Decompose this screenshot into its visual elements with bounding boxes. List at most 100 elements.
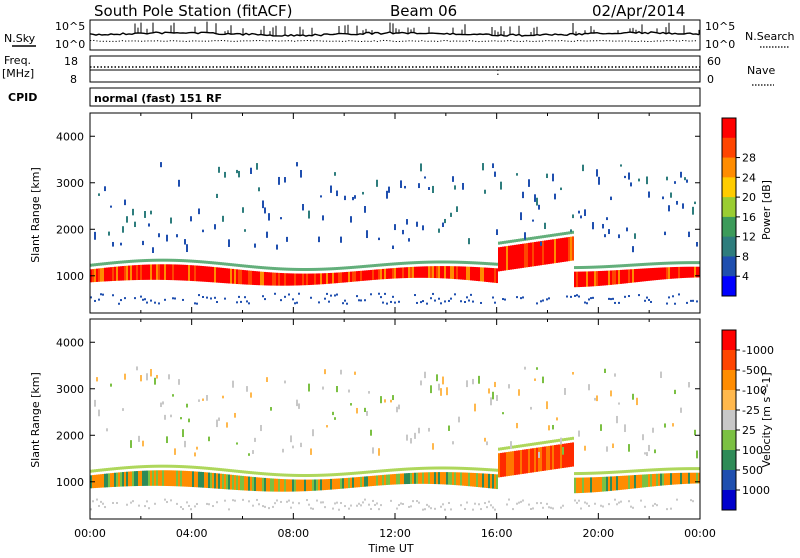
range-cell <box>420 266 422 278</box>
range-cell <box>192 465 194 469</box>
range-cell <box>416 467 418 471</box>
range-cell <box>624 475 626 490</box>
range-cell <box>488 388 490 394</box>
range-cell <box>624 269 626 284</box>
range-cell <box>512 451 514 476</box>
range-cell <box>670 467 672 471</box>
range-cell <box>330 267 332 271</box>
range-cell <box>508 446 510 450</box>
range-cell <box>332 473 334 477</box>
range-cell <box>540 235 542 239</box>
range-cell <box>444 260 446 264</box>
range-cell <box>244 296 246 299</box>
range-cell <box>266 272 268 286</box>
range-cell <box>286 500 288 503</box>
range-cell <box>420 260 422 264</box>
range-cell <box>296 267 298 271</box>
range-cell <box>464 301 466 304</box>
range-cell <box>470 293 472 296</box>
range-cell <box>134 259 136 263</box>
range-cell <box>252 450 254 454</box>
range-cell <box>674 467 676 471</box>
range-cell <box>484 502 486 505</box>
range-cell <box>318 236 320 243</box>
range-cell <box>362 476 364 487</box>
range-cell <box>322 473 324 477</box>
range-cell <box>544 240 546 265</box>
range-cell <box>416 301 418 304</box>
range-cell <box>436 266 438 279</box>
range-cell <box>620 470 622 474</box>
range-cell <box>232 268 234 284</box>
range-cell <box>118 466 120 470</box>
range-cell <box>158 470 160 486</box>
range-cell <box>408 267 410 278</box>
range-cell <box>144 465 146 469</box>
range-cell <box>414 261 416 265</box>
range-cell <box>356 471 358 475</box>
range-cell <box>184 264 186 281</box>
range-cell <box>220 262 222 266</box>
range-cell <box>696 467 698 471</box>
range-cell <box>426 260 428 264</box>
range-cell <box>114 472 116 487</box>
range-cell <box>270 407 272 411</box>
velocity-y-label: Slant Range [km] <box>29 372 42 468</box>
range-cell <box>284 177 286 183</box>
nave-tick-top: 60 <box>707 55 721 68</box>
range-cell <box>198 294 200 297</box>
range-cell <box>546 173 548 179</box>
range-cell <box>496 262 498 266</box>
range-cell <box>532 219 534 222</box>
range-cell <box>566 437 568 441</box>
range-cell <box>310 296 312 299</box>
range-cell <box>558 238 560 263</box>
range-cell <box>386 190 388 199</box>
range-cell <box>644 468 646 472</box>
colorbar-swatch <box>722 216 736 238</box>
range-cell <box>424 176 426 179</box>
range-cell <box>164 464 166 468</box>
range-cell <box>190 465 192 469</box>
range-cell <box>654 449 656 454</box>
range-cell <box>186 264 188 281</box>
range-cell <box>94 299 96 302</box>
nave-dropout-marker: : <box>496 65 500 78</box>
range-cell <box>690 467 692 471</box>
range-cell <box>102 473 104 488</box>
range-cell <box>408 473 410 484</box>
range-cell <box>298 473 300 477</box>
range-cell <box>696 261 698 265</box>
range-cell <box>584 265 586 269</box>
range-cell <box>196 265 198 282</box>
range-cell <box>400 180 402 188</box>
range-cell <box>330 478 332 490</box>
range-cell <box>282 273 284 286</box>
range-cell <box>416 261 418 265</box>
range-cell <box>460 266 462 280</box>
range-cell <box>558 444 560 469</box>
range-cell <box>668 473 670 485</box>
range-cell <box>292 473 294 477</box>
range-cell <box>174 297 176 300</box>
range-cell <box>662 467 664 471</box>
range-cell <box>206 466 208 470</box>
range-cell <box>188 471 190 487</box>
range-cell <box>480 301 482 304</box>
range-cell <box>188 259 190 263</box>
range-cell <box>530 242 532 267</box>
range-cell <box>230 268 232 284</box>
range-cell <box>278 267 280 271</box>
range-cell <box>216 267 218 283</box>
range-cell <box>242 498 244 501</box>
colorbar-tick-label: 1000 <box>742 484 770 497</box>
range-cell <box>612 476 614 491</box>
range-cell <box>452 466 454 470</box>
range-cell <box>174 470 176 487</box>
range-cell <box>410 505 412 508</box>
range-cell <box>392 295 394 298</box>
range-cell <box>224 468 226 472</box>
range-cell <box>518 244 520 269</box>
range-cell <box>338 266 340 270</box>
range-cell <box>582 271 584 287</box>
